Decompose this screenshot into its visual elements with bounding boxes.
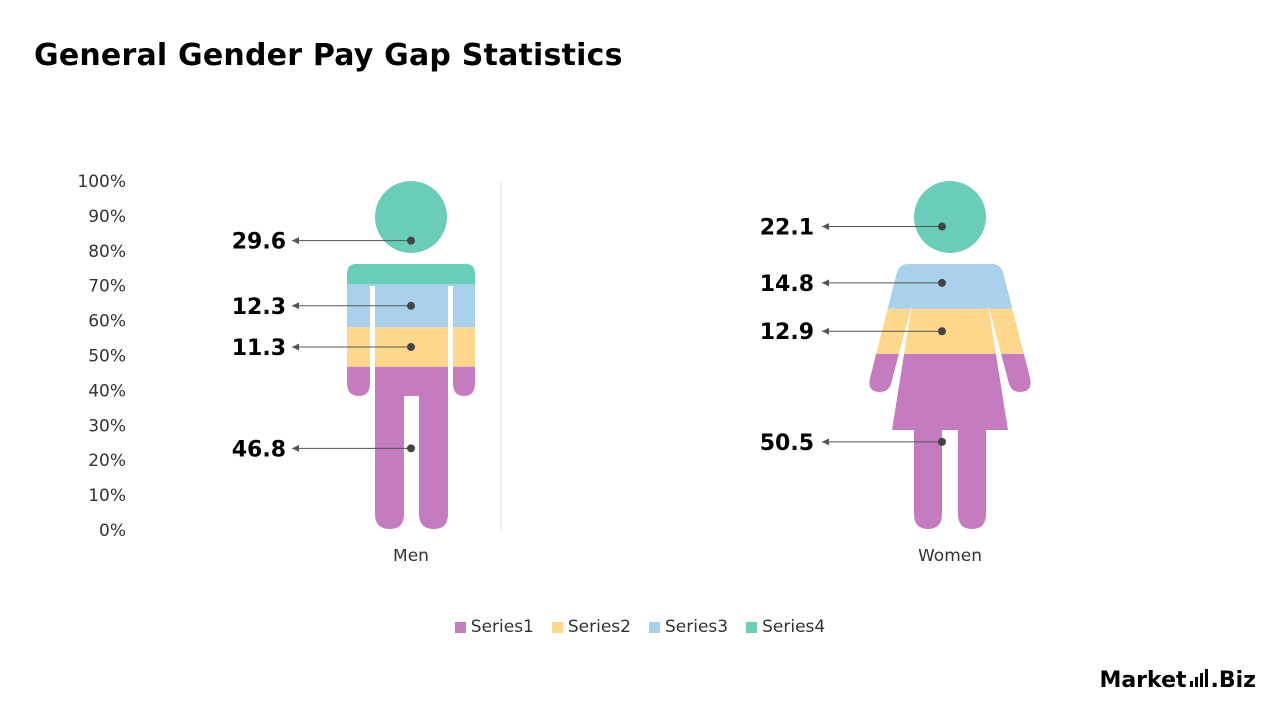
leader-dot [407,301,415,310]
data-label-series3-women: 14.8 [760,272,814,297]
data-label-series1-women: 50.5 [760,431,814,456]
legend-label: Series4 [762,617,826,637]
data-label-series2-women: 12.9 [760,320,814,345]
chart-legend: Series1 Series2 Series3 Series4 [0,617,1280,637]
chart-title: General Gender Pay Gap Statistics [34,38,623,73]
label-mask [300,531,1060,549]
leader-arrow [292,302,299,310]
leader-dot [407,342,415,351]
y-axis: 0% 10% 20% 30% 40% 50% 60% 70% 80% 90% 100% [77,172,126,541]
legend-swatch [551,621,563,633]
y-tick-label: 10% [88,486,126,506]
data-label-series2-men: 11.3 [232,336,286,361]
y-tick-label: 30% [88,416,126,436]
legend-swatch [746,621,758,633]
data-label-series1-men: 46.8 [232,437,286,462]
y-tick-label: 70% [88,277,126,297]
data-label-series4-men: 29.6 [232,230,286,255]
legend-item-series1: Series1 [454,617,534,637]
legend-label: Series2 [567,617,631,637]
legend-item-series2: Series2 [551,617,631,637]
brand-name-left: Market [1099,668,1187,693]
y-tick-label: 100% [77,172,126,192]
legend-swatch [649,621,660,633]
legend-swatch [454,621,466,633]
bar-chart-logo-icon [1189,669,1208,687]
stack-segment-series4-men [347,181,475,285]
category-label-women: Women [918,546,982,566]
y-tick-label: 40% [88,381,126,401]
y-tick-label: 50% [88,347,126,367]
category-label-men: Men [393,546,429,566]
leader-dot [938,327,946,336]
y-tick-label: 20% [88,451,126,471]
leader-arrow [822,438,829,446]
brand-logo: Market .Biz [1099,668,1256,693]
y-tick-label: 80% [88,242,126,262]
leader-arrow [822,223,829,231]
y-tick-label: 60% [88,312,126,332]
y-tick-label: 90% [88,207,126,227]
leader-arrow [822,279,829,287]
data-labels: 46.8 11.3 12.3 29.6 50.5 12.9 14.8 22.1 [232,216,946,462]
stack-segment-series4-women [869,181,1031,258]
leader-dot [938,222,946,231]
legend-item-series4: Series4 [746,617,825,637]
leader-dot [407,444,415,453]
women-figure [869,181,1031,529]
men-figure [347,181,475,529]
data-label-series4-women: 22.1 [760,216,814,241]
data-label-series3-men: 12.3 [232,295,286,320]
y-tick-label: 0% [99,521,126,541]
legend-label: Series1 [470,617,534,637]
leader-arrow [292,444,299,452]
legend-item-series3: Series3 [649,617,728,637]
brand-name-right: .Biz [1210,668,1256,693]
legend-label: Series3 [665,617,729,637]
leader-dot [938,437,946,446]
leader-arrow [292,237,299,245]
leader-dot [407,236,415,245]
leader-dot [938,278,946,287]
leader-arrow [292,343,299,351]
leader-arrow [822,327,829,335]
